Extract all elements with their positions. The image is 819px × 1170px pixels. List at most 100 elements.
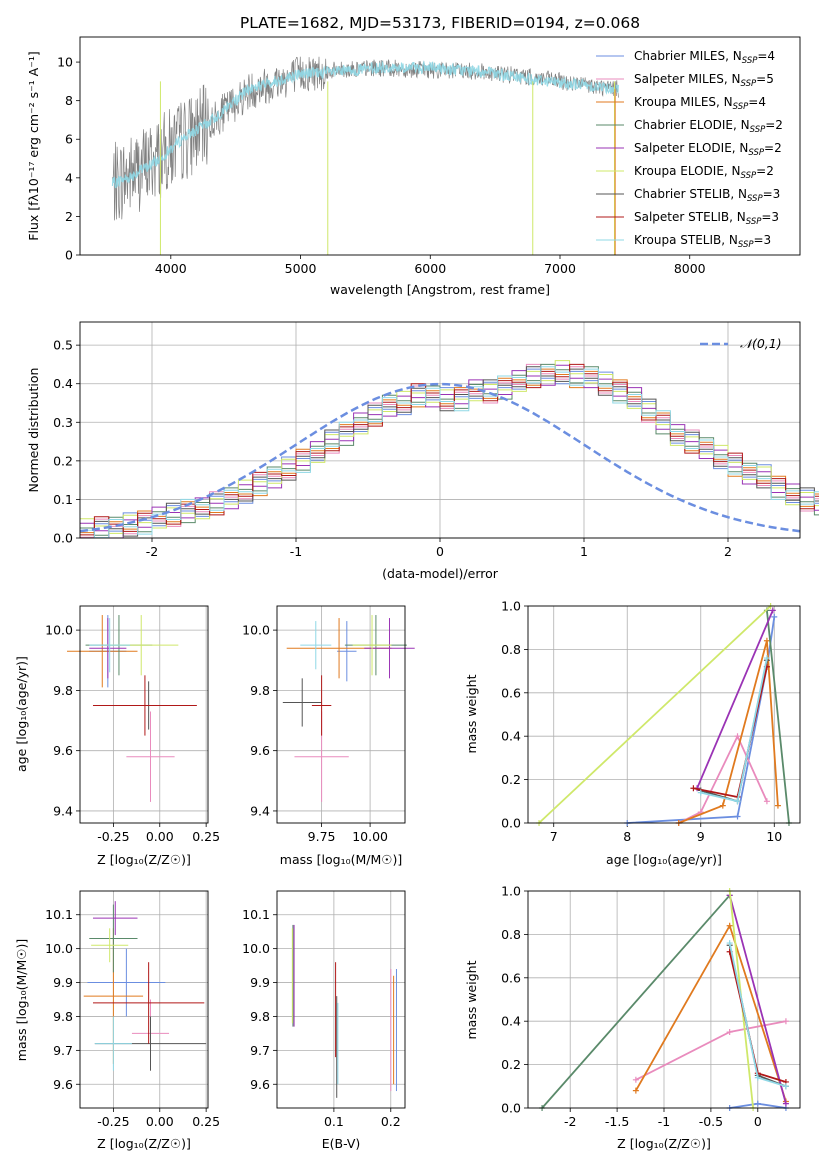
weight-point <box>690 785 697 792</box>
y-tick-label: 9.6 <box>250 1077 270 1092</box>
x-tick-label: 6000 <box>414 261 446 276</box>
x-tick-label: 5000 <box>285 261 317 276</box>
y-tick-label: 9.6 <box>53 1077 73 1092</box>
x-tick-label: 4000 <box>155 261 187 276</box>
x-tick-label: 0 <box>754 1114 762 1129</box>
weight-point <box>734 733 741 740</box>
weight-point <box>754 1100 761 1107</box>
legend-label: Chabrier ELODIE, NSSP=2 <box>634 118 783 135</box>
y-tick-label: 10.1 <box>45 907 73 922</box>
x-tick-label: 0.00 <box>146 1114 174 1129</box>
x-tick-label: 2 <box>724 544 732 559</box>
y-tick-label: 9.8 <box>250 683 270 698</box>
x-tick-label: -0.25 <box>97 829 129 844</box>
x-tick-label: -1.5 <box>605 1114 629 1129</box>
weight-point <box>782 1100 789 1107</box>
x-tick-label: -0.25 <box>97 1114 129 1129</box>
histogram-step <box>80 366 819 539</box>
spectrum-data-line <box>112 56 619 221</box>
axes-frame <box>79 321 801 539</box>
x-tick-label: 9.75 <box>308 829 336 844</box>
mass-vs-z-panel <box>76 891 208 1112</box>
x-tick-label: 10 <box>766 829 782 844</box>
spectrum-model-line <box>111 60 619 189</box>
y-tick-label: 9.8 <box>53 1009 73 1024</box>
axes-frame <box>79 605 209 824</box>
weight-series-line <box>538 605 772 824</box>
x-tick-label: 1 <box>580 544 588 559</box>
y-tick-label: 9.7 <box>250 1043 270 1058</box>
x-axis-label: Z [log₁₀(Z/Z☉)] <box>97 852 191 867</box>
y-axis-label: Normed distribution <box>26 368 41 493</box>
weight-series-line <box>678 640 779 824</box>
weight-series-line <box>728 895 787 1104</box>
y-tick-label: 4 <box>65 170 73 185</box>
x-axis-label: wavelength [Angstrom, rest frame] <box>330 282 550 297</box>
weight-series-line <box>766 610 790 824</box>
y-axis-label: age [log₁₀(age/yr)] <box>14 656 29 772</box>
y-tick-label: 10.0 <box>242 941 270 956</box>
weight-series-line <box>541 894 731 1109</box>
y-axis-label: mass weight <box>464 960 479 1039</box>
weight-point <box>632 1087 639 1094</box>
x-tick-label: 0.2 <box>381 1114 401 1129</box>
weight-series-line <box>696 609 774 789</box>
legend-label: 𝒩(0,1) <box>740 336 782 351</box>
y-tick-label: 0.2 <box>53 453 73 468</box>
y-tick-label: 1.0 <box>501 884 521 899</box>
x-tick-label: -1 <box>290 544 302 559</box>
normal-curve <box>79 382 801 533</box>
y-tick-label: 9.6 <box>53 743 73 758</box>
x-tick-label: 0.00 <box>146 829 174 844</box>
y-tick-label: 0 <box>65 248 73 263</box>
y-tick-label: 6 <box>65 132 73 147</box>
axes-frame <box>527 605 801 824</box>
y-tick-label: 9.8 <box>250 1009 270 1024</box>
y-tick-label: 8 <box>65 93 73 108</box>
weight-point <box>726 922 733 929</box>
y-tick-label: 10.0 <box>45 623 73 638</box>
y-tick-label: 0.6 <box>501 685 521 700</box>
y-tick-label: 9.6 <box>250 743 270 758</box>
weight-point <box>763 637 770 644</box>
figure-title: PLATE=1682, MJD=53173, FIBERID=0194, z=0… <box>240 14 640 32</box>
weight-point <box>697 789 704 796</box>
y-tick-label: 0.0 <box>501 1101 521 1116</box>
x-tick-label: 8 <box>623 829 631 844</box>
legend-label: Salpeter ELODIE, NSSP=2 <box>634 141 782 158</box>
y-tick-label: 10.1 <box>242 907 270 922</box>
legend-label: Kroupa MILES, NSSP=4 <box>634 95 766 112</box>
y-tick-label: 9.4 <box>250 803 270 818</box>
x-tick-label: -1 <box>658 1114 670 1129</box>
x-tick-label: 0.1 <box>324 1114 344 1129</box>
legend-label: Chabrier MILES, NSSP=4 <box>634 49 775 66</box>
y-tick-label: 0.0 <box>53 531 73 546</box>
weight-point <box>763 655 770 662</box>
spectrum-panel <box>76 61 691 259</box>
y-axis-label: Flux [fλ10⁻¹⁷ erg cm⁻² s⁻¹ A⁻¹] <box>26 51 41 240</box>
x-axis-label: (data-model)/error <box>382 566 499 581</box>
y-tick-label: 10.0 <box>242 623 270 638</box>
y-tick-label: 1.0 <box>501 599 521 614</box>
y-axis-label: mass [log₁₀(M/M☉)] <box>14 939 29 1061</box>
axes-frame <box>276 890 406 1109</box>
weight-series-line <box>678 734 768 824</box>
weight-point <box>726 1029 733 1036</box>
age-vs-z-panel <box>76 606 208 827</box>
legend-label: Kroupa STELIB, NSSP=3 <box>634 233 771 250</box>
y-tick-label: 0.5 <box>53 338 73 353</box>
x-tick-label: 7 <box>550 829 558 844</box>
y-tick-label: 0.4 <box>501 729 521 744</box>
weight-point <box>763 798 770 805</box>
weight-point <box>774 802 781 809</box>
y-tick-label: 9.8 <box>53 683 73 698</box>
legend-label: Chabrier STELIB, NSSP=3 <box>634 187 780 204</box>
histogram-step <box>80 366 819 539</box>
y-tick-label: 0.8 <box>501 642 521 657</box>
weight-point <box>719 802 726 809</box>
axes-frame <box>276 605 406 824</box>
axes-frame <box>79 890 209 1109</box>
x-axis-label: mass [log₁₀(M/M☉)] <box>280 852 402 867</box>
y-tick-label: 0.2 <box>501 772 521 787</box>
